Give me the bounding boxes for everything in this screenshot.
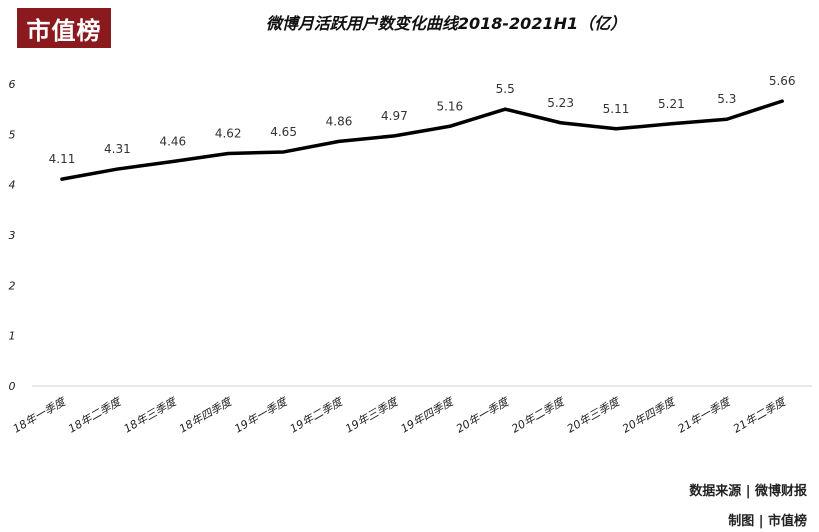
series-line <box>60 99 784 181</box>
data-point <box>282 150 286 154</box>
brand-logo: 市值榜 <box>17 8 111 48</box>
x-tick-label: 19年三季度 <box>343 394 401 435</box>
data-label: 4.65 <box>270 125 297 139</box>
x-tick-label: 18年三季度 <box>122 394 180 435</box>
data-source-note: 数据来源 | 微博财报 <box>689 484 807 499</box>
x-tick-label: 19年一季度 <box>232 394 290 435</box>
data-point <box>392 134 396 138</box>
data-point <box>115 167 119 171</box>
data-point <box>559 121 563 125</box>
x-tick-label: 21年一季度 <box>676 394 734 435</box>
data-label: 5.16 <box>436 99 463 113</box>
data-point <box>60 177 64 181</box>
data-point <box>614 127 618 131</box>
y-tick-label: 6 <box>9 78 16 91</box>
x-tick-label: 18年四季度 <box>177 394 235 435</box>
x-tick-label: 19年二季度 <box>288 394 346 435</box>
chart-title: 微博月活跃用户数变化曲线2018-2021H1（亿） <box>265 14 627 33</box>
data-point <box>725 117 729 121</box>
data-point <box>780 99 784 103</box>
data-point <box>337 139 341 143</box>
x-tick-label: 20年二季度 <box>509 394 567 435</box>
data-point <box>669 122 673 126</box>
data-label: 4.46 <box>159 135 186 149</box>
y-tick-label: 5 <box>9 128 16 141</box>
data-label: 5.3 <box>717 92 736 106</box>
x-tick-label: 20年三季度 <box>565 394 623 435</box>
data-point <box>171 160 175 164</box>
y-tick-label: 0 <box>9 380 16 393</box>
data-label: 5.11 <box>603 102 630 116</box>
data-point <box>226 151 230 155</box>
x-tick-label: 20年四季度 <box>620 394 678 435</box>
x-tick-label: 18年一季度 <box>11 394 69 435</box>
chart-credit-note: 制图 | 市值榜 <box>728 514 807 529</box>
data-point <box>503 107 507 111</box>
data-label: 5.23 <box>547 96 574 110</box>
x-tick-label: 21年二季度 <box>731 394 789 435</box>
x-tick-label: 20年一季度 <box>454 394 512 435</box>
data-label: 4.97 <box>381 109 408 123</box>
data-label: 4.11 <box>49 152 76 166</box>
y-tick-label: 3 <box>9 229 16 242</box>
x-tick-label: 19年四季度 <box>399 394 457 435</box>
y-tick-label: 4 <box>9 179 16 192</box>
data-label: 5.5 <box>496 82 515 96</box>
data-label: 4.62 <box>215 126 242 140</box>
data-label: 5.21 <box>658 97 685 111</box>
data-label: 5.66 <box>769 74 796 88</box>
y-tick-label: 1 <box>9 330 16 343</box>
data-label: 4.86 <box>326 114 353 128</box>
x-tick-label: 18年二季度 <box>66 394 124 435</box>
data-point <box>448 124 452 128</box>
data-label: 4.31 <box>104 142 131 156</box>
y-tick-label: 2 <box>9 279 16 292</box>
